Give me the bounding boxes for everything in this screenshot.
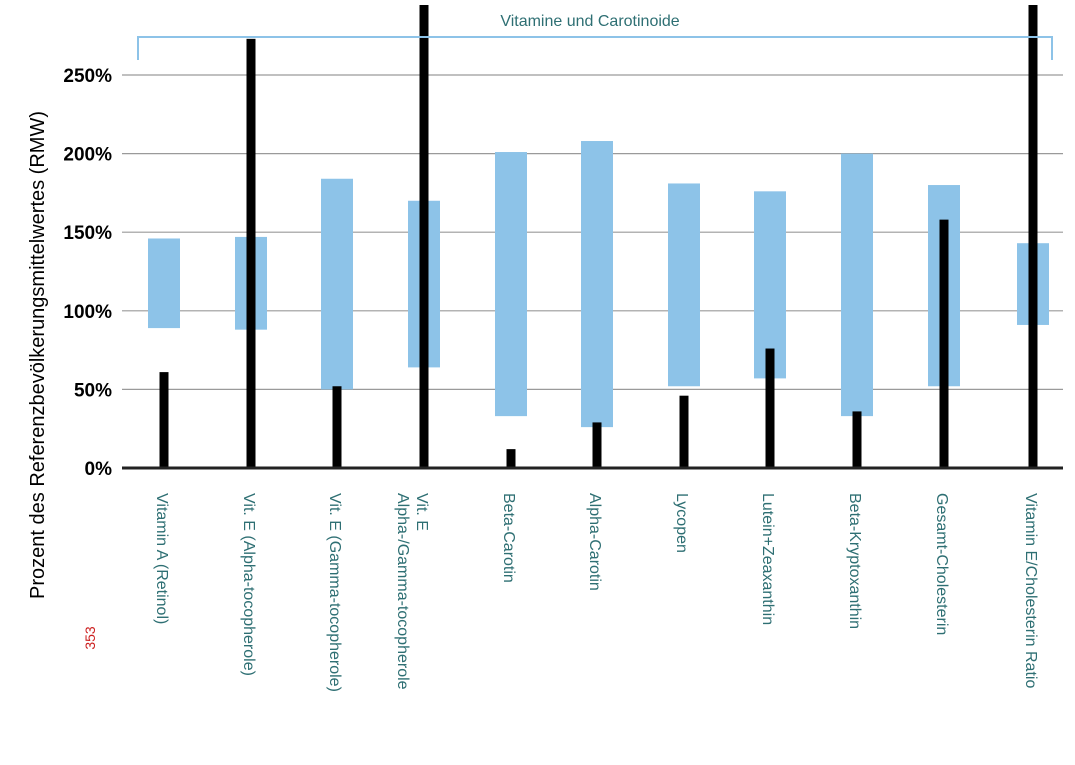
range-band bbox=[321, 178, 353, 390]
y-tick-label: 200% bbox=[63, 145, 112, 166]
value-bar bbox=[852, 411, 862, 468]
group-label: Vitamine und Carotinoide bbox=[500, 13, 679, 30]
value-bar bbox=[332, 386, 342, 468]
value-bar bbox=[592, 422, 602, 468]
x-tick-label-line: Alpha-Carotin bbox=[586, 493, 603, 591]
x-tick-label-line: Alpha-/Gamma-tocopherole bbox=[394, 493, 411, 690]
value-bar bbox=[506, 449, 516, 468]
x-tick-label: Beta-Kryptoxanthin bbox=[846, 493, 863, 629]
x-tick-label-line: Lycopen bbox=[673, 493, 690, 553]
value-bar bbox=[679, 395, 689, 468]
range-band bbox=[581, 141, 613, 428]
group-bracket bbox=[137, 36, 1053, 60]
x-tick-label-line: Gesamt-Cholesterin bbox=[933, 493, 950, 635]
value-bar bbox=[159, 372, 169, 468]
value-bar bbox=[939, 219, 949, 468]
x-tick-label: Vit. E (Alpha-tocopherole) bbox=[240, 493, 257, 676]
x-tick-label-line: Vit. E bbox=[413, 493, 430, 531]
x-tick-label: Gesamt-Cholesterin bbox=[933, 493, 950, 635]
range-band bbox=[148, 238, 180, 329]
value-bar bbox=[419, 5, 429, 468]
y-tick-label: 100% bbox=[63, 302, 112, 323]
range-band bbox=[841, 153, 873, 417]
value-bar bbox=[246, 38, 256, 469]
value-bar bbox=[1028, 5, 1038, 468]
x-tick-label: Lycopen bbox=[673, 493, 690, 553]
x-tick-label: Beta-Carotin bbox=[500, 493, 517, 583]
x-tick-label: Vitamin A (Retinol) bbox=[153, 493, 170, 624]
y-tick-label: 50% bbox=[74, 380, 112, 401]
y-tick-label: 0% bbox=[85, 459, 113, 480]
x-tick-label-line: Beta-Kryptoxanthin bbox=[846, 493, 863, 629]
x-tick-label: Alpha-Carotin bbox=[586, 493, 603, 591]
y-tick-label: 150% bbox=[63, 223, 112, 244]
x-tick-label: Vitamin E/Cholesterin Ratio bbox=[1022, 493, 1039, 688]
x-tick-label: Vit. E (Gamma-tocopherole) bbox=[326, 493, 343, 692]
x-tick-label-line: Lutein+Zeaxanthin bbox=[759, 493, 776, 625]
page-number: 353 bbox=[82, 626, 98, 650]
x-tick-label: Vit. EAlpha-/Gamma-tocopherole bbox=[394, 493, 430, 690]
y-tick-label: 250% bbox=[63, 66, 112, 87]
x-tick-label-line: Vitamin E/Cholesterin Ratio bbox=[1022, 493, 1039, 688]
range-band bbox=[668, 183, 700, 387]
x-tick-label-line: Vit. E (Gamma-tocopherole) bbox=[326, 493, 343, 692]
x-tick-label-line: Vitamin A (Retinol) bbox=[153, 493, 170, 624]
x-tick-label-line: Beta-Carotin bbox=[500, 493, 517, 583]
range-band bbox=[754, 191, 786, 379]
value-bar bbox=[765, 348, 775, 468]
y-axis-label: Prozent des Referenzbevölkerungsmittelwe… bbox=[27, 111, 49, 599]
x-tick-label: Lutein+Zeaxanthin bbox=[759, 493, 776, 625]
range-band bbox=[495, 152, 527, 417]
x-tick-label-line: Vit. E (Alpha-tocopherole) bbox=[240, 493, 257, 676]
